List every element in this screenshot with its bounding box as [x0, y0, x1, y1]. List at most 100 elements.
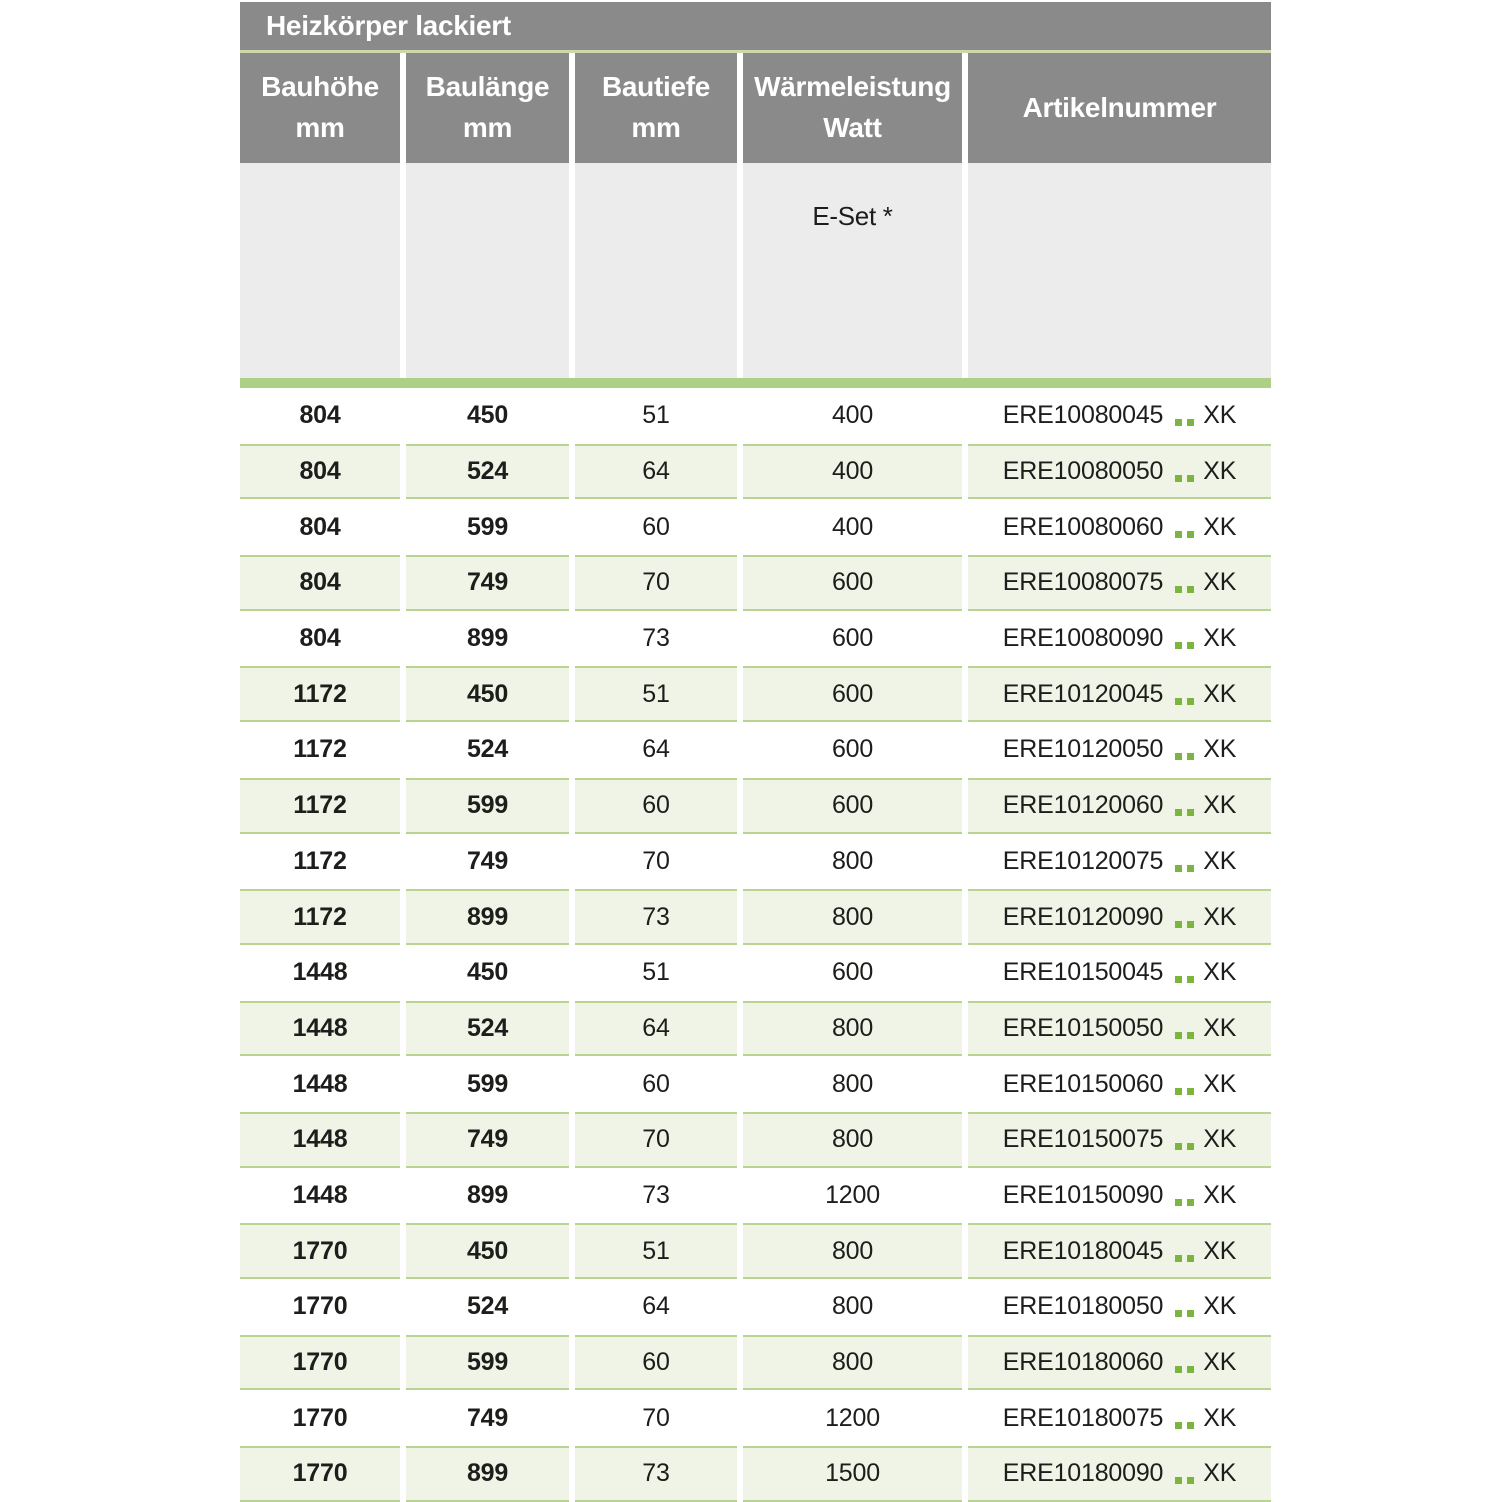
artikel-suffix: XK [1203, 902, 1237, 931]
table-row: 1770 599 60 800 ERE10180060 XK [240, 1334, 1271, 1391]
cell-waermeleistung: 800 [743, 1056, 962, 1112]
cell-bauhoehe: 1172 [240, 777, 400, 834]
cell-waermeleistung: 800 [743, 1334, 962, 1391]
column-header-waermeleistung: Wärmeleistung Watt [743, 53, 962, 163]
column-unit: mm [462, 112, 513, 143]
artikel-suffix: XK [1203, 1125, 1237, 1154]
cell-bauhoehe: 804 [240, 443, 400, 500]
placeholder-dots-icon [1175, 1366, 1195, 1374]
artikel-code: ERE10120090 [1002, 902, 1164, 931]
cell-baulaenge: 899 [406, 1446, 569, 1502]
subheader-cell [406, 163, 569, 378]
placeholder-dots-icon [1175, 1143, 1195, 1151]
artikel-suffix: XK [1203, 568, 1237, 597]
placeholder-dots-icon [1175, 1421, 1195, 1429]
cell-bautiefe: 51 [575, 1223, 737, 1279]
artikel-code: ERE10150060 [1002, 1069, 1164, 1098]
cell-baulaenge: 899 [406, 1167, 569, 1224]
column-header-bauhoehe: Bauhöhe mm [240, 53, 400, 163]
table-row: 804 749 70 600 ERE10080075 XK [240, 555, 1271, 611]
cell-bauhoehe: 1770 [240, 1223, 400, 1279]
cell-artikelnummer: ERE10150050 XK [968, 1000, 1271, 1057]
subheader-cell-eset: E-Set * [743, 163, 962, 378]
cell-artikelnummer: ERE10080090 XK [968, 610, 1271, 667]
column-label: Bautiefe [601, 71, 711, 103]
table-row: 1172 450 51 600 ERE10120045 XK [240, 666, 1271, 723]
artikel-code: ERE10080090 [1002, 624, 1164, 653]
cell-waermeleistung: 400 [743, 443, 962, 500]
artikel-code: ERE10080060 [1002, 512, 1164, 541]
table-row: 1448 749 70 800 ERE10150075 XK [240, 1111, 1271, 1168]
artikel-suffix: XK [1203, 1348, 1237, 1377]
cell-baulaenge: 524 [406, 1000, 569, 1057]
artikel-code: ERE10180050 [1002, 1292, 1164, 1321]
table-row: 1448 450 51 600 ERE10150045 XK [240, 944, 1271, 1001]
cell-bauhoehe: 1448 [240, 1167, 400, 1224]
column-label: Bauhöhe [261, 71, 379, 103]
cell-artikelnummer: ERE10080050 XK [968, 443, 1271, 500]
artikel-suffix: XK [1203, 512, 1237, 541]
subheader-row: E-Set * [240, 163, 1271, 378]
column-label: Artikelnummer [1022, 91, 1217, 123]
artikel-suffix: XK [1203, 457, 1237, 486]
cell-artikelnummer: ERE10180045 XK [968, 1223, 1271, 1279]
artikel-code: ERE10120060 [1002, 791, 1164, 820]
table-row: 804 524 64 400 ERE10080050 XK [240, 443, 1271, 500]
cell-waermeleistung: 800 [743, 833, 962, 890]
placeholder-dots-icon [1175, 1254, 1195, 1262]
cell-baulaenge: 599 [406, 1056, 569, 1112]
cell-baulaenge: 899 [406, 610, 569, 667]
table-row: 804 450 51 400 ERE10080045 XK [240, 388, 1271, 444]
cell-baulaenge: 749 [406, 833, 569, 890]
table-row: 1448 524 64 800 ERE10150050 XK [240, 1000, 1271, 1057]
cell-baulaenge: 899 [406, 889, 569, 945]
product-table: Heizkörper lackiert Bauhöhe mm Baulänge … [240, 2, 1271, 1502]
cell-bauhoehe: 804 [240, 555, 400, 611]
artikel-suffix: XK [1203, 1013, 1237, 1042]
cell-baulaenge: 599 [406, 777, 569, 834]
cell-bauhoehe: 1770 [240, 1334, 400, 1391]
artikel-suffix: XK [1203, 1403, 1237, 1432]
cell-baulaenge: 524 [406, 722, 569, 778]
cell-baulaenge: 524 [406, 443, 569, 500]
table-row: 1172 524 64 600 ERE10120050 XK [240, 722, 1271, 778]
cell-bauhoehe: 1448 [240, 1111, 400, 1168]
cell-artikelnummer: ERE10150060 XK [968, 1056, 1271, 1112]
cell-bauhoehe: 1448 [240, 1000, 400, 1057]
cell-baulaenge: 599 [406, 499, 569, 556]
cell-bautiefe: 64 [575, 1000, 737, 1057]
cell-bautiefe: 51 [575, 666, 737, 723]
artikel-code: ERE10120050 [1002, 735, 1164, 764]
cell-bautiefe: 73 [575, 1167, 737, 1224]
artikel-code: ERE10080050 [1002, 457, 1164, 486]
cell-baulaenge: 450 [406, 666, 569, 723]
subheader-cell [240, 163, 400, 378]
subheader-cell [968, 163, 1271, 378]
artikel-suffix: XK [1203, 958, 1237, 987]
placeholder-dots-icon [1175, 642, 1195, 650]
cell-bauhoehe: 1172 [240, 666, 400, 723]
cell-bauhoehe: 1770 [240, 1446, 400, 1502]
cell-artikelnummer: ERE10080075 XK [968, 555, 1271, 611]
artikel-suffix: XK [1203, 1069, 1237, 1098]
cell-waermeleistung: 600 [743, 722, 962, 778]
table-row: 1448 899 73 1200 ERE10150090 XK [240, 1167, 1271, 1224]
cell-artikelnummer: ERE10180075 XK [968, 1390, 1271, 1447]
artikel-code: ERE10180090 [1002, 1459, 1164, 1488]
cell-bautiefe: 64 [575, 722, 737, 778]
cell-bautiefe: 73 [575, 889, 737, 945]
cell-artikelnummer: ERE10150045 XK [968, 944, 1271, 1001]
cell-bautiefe: 70 [575, 1390, 737, 1447]
column-unit: Watt [823, 112, 882, 143]
table-title: Heizkörper lackiert [266, 10, 511, 41]
eset-label: E-Set * [812, 201, 893, 231]
cell-bautiefe: 70 [575, 1111, 737, 1168]
placeholder-dots-icon [1175, 864, 1195, 872]
cell-artikelnummer: ERE10120050 XK [968, 722, 1271, 778]
table-row: 804 899 73 600 ERE10080090 XK [240, 610, 1271, 667]
cell-waermeleistung: 800 [743, 1111, 962, 1168]
column-unit: mm [631, 112, 681, 143]
placeholder-dots-icon [1175, 530, 1195, 538]
cell-artikelnummer: ERE10080045 XK [968, 388, 1271, 444]
artikel-suffix: XK [1203, 735, 1237, 764]
